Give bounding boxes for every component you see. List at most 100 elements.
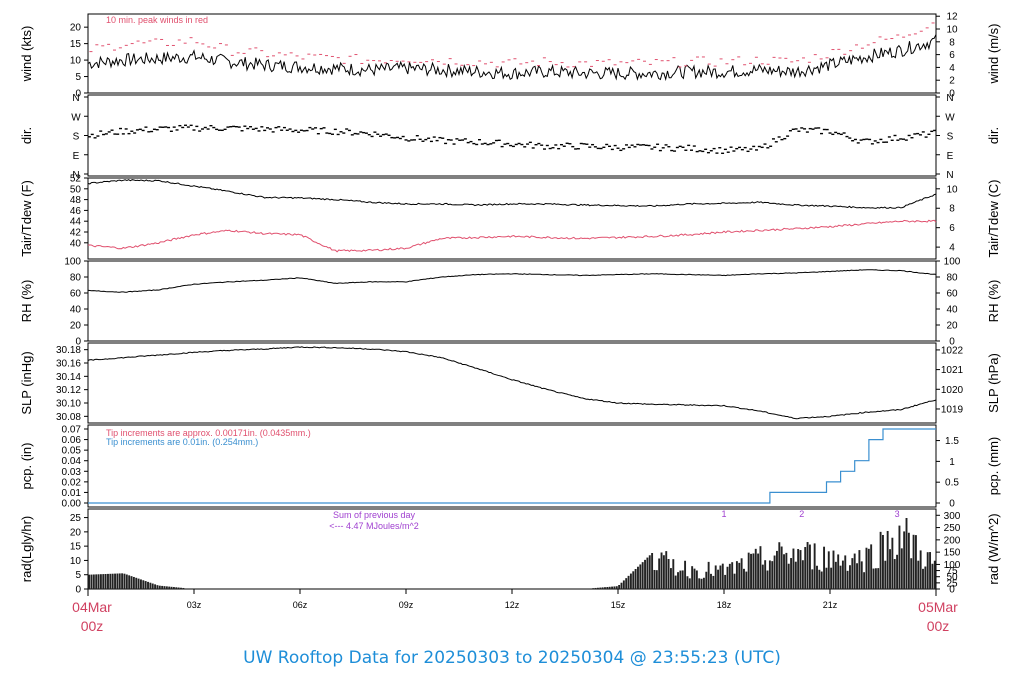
ytick-label-rh: 20 bbox=[70, 321, 82, 332]
radiation-bar bbox=[922, 568, 924, 589]
ytick-right-label-rh: 40 bbox=[946, 305, 958, 316]
radiation-bar bbox=[813, 543, 816, 589]
radiation-bar bbox=[860, 561, 863, 589]
ytick-label-rad: 10 bbox=[70, 556, 82, 567]
ytick-label-rad: 0 bbox=[75, 585, 81, 596]
radiation-bar bbox=[851, 558, 854, 589]
radiation-bar bbox=[735, 561, 738, 589]
ytick-right-label-rad: 250 bbox=[944, 523, 961, 534]
page-title: UW Rooftop Data for 20250303 to 20250304… bbox=[243, 648, 781, 668]
ytick-right-label-rh: 20 bbox=[946, 321, 958, 332]
radiation-bar bbox=[867, 548, 870, 589]
ytick-right-label-wind: 12 bbox=[946, 12, 958, 23]
radiation-bar bbox=[686, 576, 689, 589]
radiation-bar bbox=[149, 582, 152, 589]
meteogram: wind (kts) wind (m/s)0510152002468101210 … bbox=[19, 12, 1001, 634]
xtick-label: 18z bbox=[717, 600, 732, 610]
radiation-bar bbox=[844, 555, 847, 589]
axis-label-dir: dir. bbox=[19, 127, 34, 144]
ytick-right-label-dir: N bbox=[946, 170, 953, 181]
radiation-bar bbox=[142, 580, 145, 589]
radiation-bar bbox=[615, 586, 618, 589]
radiation-bar bbox=[783, 554, 785, 589]
ytick-right-label-wind: 10 bbox=[946, 25, 958, 36]
radiation-bar bbox=[889, 549, 891, 589]
panel-frame-dir bbox=[87, 94, 937, 177]
axis-label-rad: rad(Lgly/hr) bbox=[19, 516, 34, 582]
radiation-bar bbox=[608, 586, 611, 589]
radiation-bar bbox=[698, 578, 701, 589]
radiation-bar bbox=[830, 567, 833, 589]
radiation-bar bbox=[804, 547, 807, 589]
ytick-right-label-dir: S bbox=[947, 132, 954, 143]
radiation-bar bbox=[684, 560, 687, 589]
radiation-bar bbox=[924, 566, 927, 589]
radiation-bar bbox=[764, 560, 767, 589]
ytick-right-label-rad: 200 bbox=[944, 535, 961, 546]
radiation-bar bbox=[618, 585, 621, 589]
ytick-label-temp: 44 bbox=[70, 217, 82, 228]
radiation-bar bbox=[132, 576, 135, 589]
radiation-bar bbox=[606, 587, 609, 589]
ytick-label-rad: 20 bbox=[70, 527, 82, 538]
radiation-bar bbox=[125, 574, 128, 589]
radiation-bar bbox=[601, 587, 604, 589]
panel-frame-rh bbox=[87, 260, 937, 342]
panel-frame-rad bbox=[87, 508, 937, 590]
radiation-bar bbox=[95, 574, 98, 589]
radiation-bar bbox=[903, 531, 906, 589]
radiation-bar bbox=[665, 551, 668, 589]
ytick-label-slp: 30.08 bbox=[56, 412, 81, 423]
radiation-bar bbox=[808, 544, 811, 589]
ytick-label-temp: 46 bbox=[70, 206, 82, 217]
ytick-right-label-rh: 100 bbox=[944, 257, 961, 268]
radiation-bar bbox=[130, 576, 133, 589]
axis-label-right-wind: wind (m/s) bbox=[986, 24, 1001, 85]
precip-line bbox=[88, 428, 936, 504]
radiation-bar bbox=[177, 587, 180, 589]
radiation-bar bbox=[865, 547, 868, 589]
ytick-label-slp: 30.12 bbox=[56, 385, 81, 396]
ytick-label-dir: E bbox=[73, 151, 80, 162]
radiation-bar bbox=[625, 578, 628, 589]
tip-note-2: Tip increments are 0.01in. (0.254mm.) bbox=[106, 437, 258, 447]
ytick-right-label-dir: N bbox=[946, 93, 953, 104]
ytick-right-label-pcp: 1 bbox=[949, 457, 955, 468]
ytick-label-slp: 30.14 bbox=[56, 372, 81, 383]
radiation-bar bbox=[740, 558, 743, 589]
radiation-bar bbox=[712, 575, 715, 589]
radiation-bar bbox=[667, 559, 670, 589]
radiation-bar bbox=[702, 577, 705, 589]
radiation-bar bbox=[893, 559, 896, 589]
radiation-bar bbox=[907, 532, 910, 589]
ytick-right-label-wind: 8 bbox=[949, 37, 955, 48]
radiation-bar bbox=[724, 574, 727, 589]
ytick-right-label-rad: 150 bbox=[944, 548, 961, 559]
xtick-label: 06z bbox=[293, 600, 308, 610]
radiation-bar bbox=[172, 587, 175, 589]
ytick-label-slp: 30.16 bbox=[56, 359, 81, 370]
ytick-label-slp: 30.18 bbox=[56, 345, 81, 356]
radiation-bar bbox=[879, 531, 882, 589]
radiation-bar bbox=[877, 568, 880, 589]
radiation-bar bbox=[144, 581, 147, 589]
radiation-bar bbox=[135, 577, 138, 589]
xtick-label: 21z bbox=[823, 600, 838, 610]
radiation-bar bbox=[632, 571, 635, 589]
radiation-bar bbox=[750, 553, 752, 589]
radiation-bar bbox=[891, 537, 894, 589]
ytick-label-pcp: 0.00 bbox=[62, 499, 82, 510]
radiation-bar bbox=[811, 569, 814, 589]
radiation-bar bbox=[886, 530, 889, 589]
radiation-bar bbox=[679, 570, 682, 589]
ytick-right-label-slp: 1022 bbox=[941, 345, 964, 356]
radiation-bar bbox=[717, 569, 720, 589]
radiation-bar bbox=[92, 574, 95, 589]
radiation-bar bbox=[688, 578, 691, 589]
ytick-label-slp: 30.10 bbox=[56, 399, 81, 410]
ytick-label-rh: 40 bbox=[70, 305, 82, 316]
radiation-bar bbox=[839, 565, 842, 589]
ytick-label-rad: 15 bbox=[70, 542, 82, 553]
axis-label-pcp: pcp. (in) bbox=[19, 443, 34, 490]
radiation-bar bbox=[738, 562, 741, 589]
